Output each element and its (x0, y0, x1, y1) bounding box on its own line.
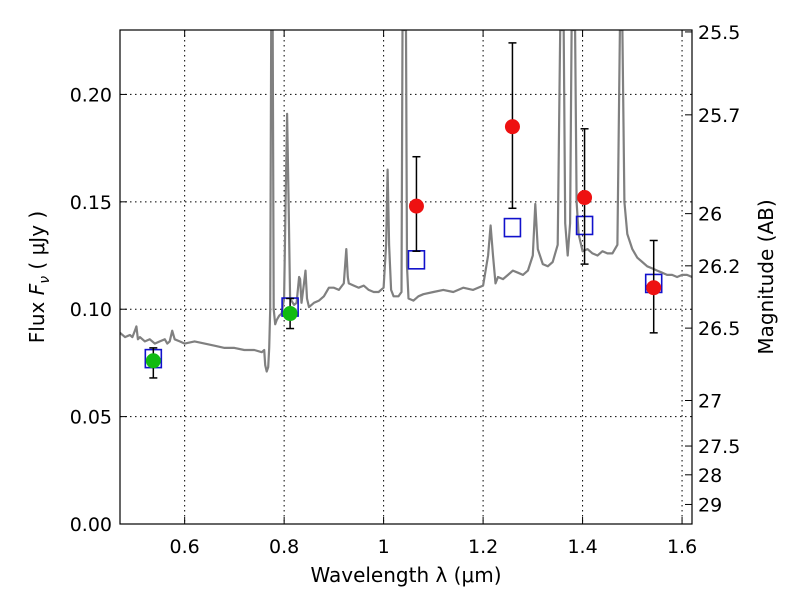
y2-tick-label: 26.2 (698, 256, 740, 278)
y2-tick-label: 29 (698, 494, 722, 516)
y2-axis-label: Magnitude (AB) (754, 199, 778, 354)
observed-point-red (408, 198, 424, 214)
plot-frame (119, 29, 693, 525)
y-axis-label-suffix: ( μJy ) (25, 211, 49, 276)
x-axis-ticks: 0.6 0.8 1 1.2 1.4 1.6 (170, 30, 697, 558)
x-tick-label: 1.4 (567, 536, 597, 558)
y-axis-label-subscript: ν (37, 276, 53, 284)
y2-tick-label: 26 (698, 204, 722, 226)
x-tick-label: 1.2 (468, 536, 498, 558)
y-axis-label-prefix: Flux (25, 295, 49, 343)
x-tick-label: 1 (378, 536, 390, 558)
y2-tick-label: 25.5 (698, 22, 740, 44)
x-axis-label: Wavelength λ (μm) (310, 563, 501, 587)
observed-points (145, 42, 662, 379)
y-tick-label: 0.10 (70, 299, 112, 321)
observed-point-red (577, 190, 593, 206)
y-tick-label: 0.05 (70, 407, 112, 429)
observed-point-green (282, 306, 298, 322)
observed-point-red (646, 280, 662, 296)
x-tick-label: 0.8 (269, 536, 299, 558)
x-tick-label: 1.6 (667, 536, 697, 558)
y-tick-label: 0.15 (70, 192, 112, 214)
model-photometry-square (503, 217, 522, 238)
plot-area (120, 30, 692, 379)
y2-axis-ticks: 25.5 25.7 26 26.2 26.5 27 27.5 28 29 (685, 22, 740, 516)
y-axis-label: Flux Fν ( μJy ) (25, 211, 53, 343)
y2-tick-label: 27 (698, 391, 722, 413)
y-axis-label-symbol: F (25, 283, 49, 295)
y2-tick-label: 27.5 (698, 436, 740, 458)
y2-tick-label: 28 (698, 465, 722, 487)
y-tick-label: 0.00 (70, 514, 112, 536)
x-tick-label: 0.6 (170, 536, 200, 558)
y-axis-ticks: 0.00 0.05 0.10 0.15 0.20 (70, 84, 127, 536)
y2-tick-label: 26.5 (698, 318, 740, 340)
observed-point-red (504, 119, 520, 135)
observed-point-green (145, 353, 161, 369)
y2-tick-label: 25.7 (698, 105, 740, 127)
y-tick-label: 0.20 (70, 84, 112, 106)
